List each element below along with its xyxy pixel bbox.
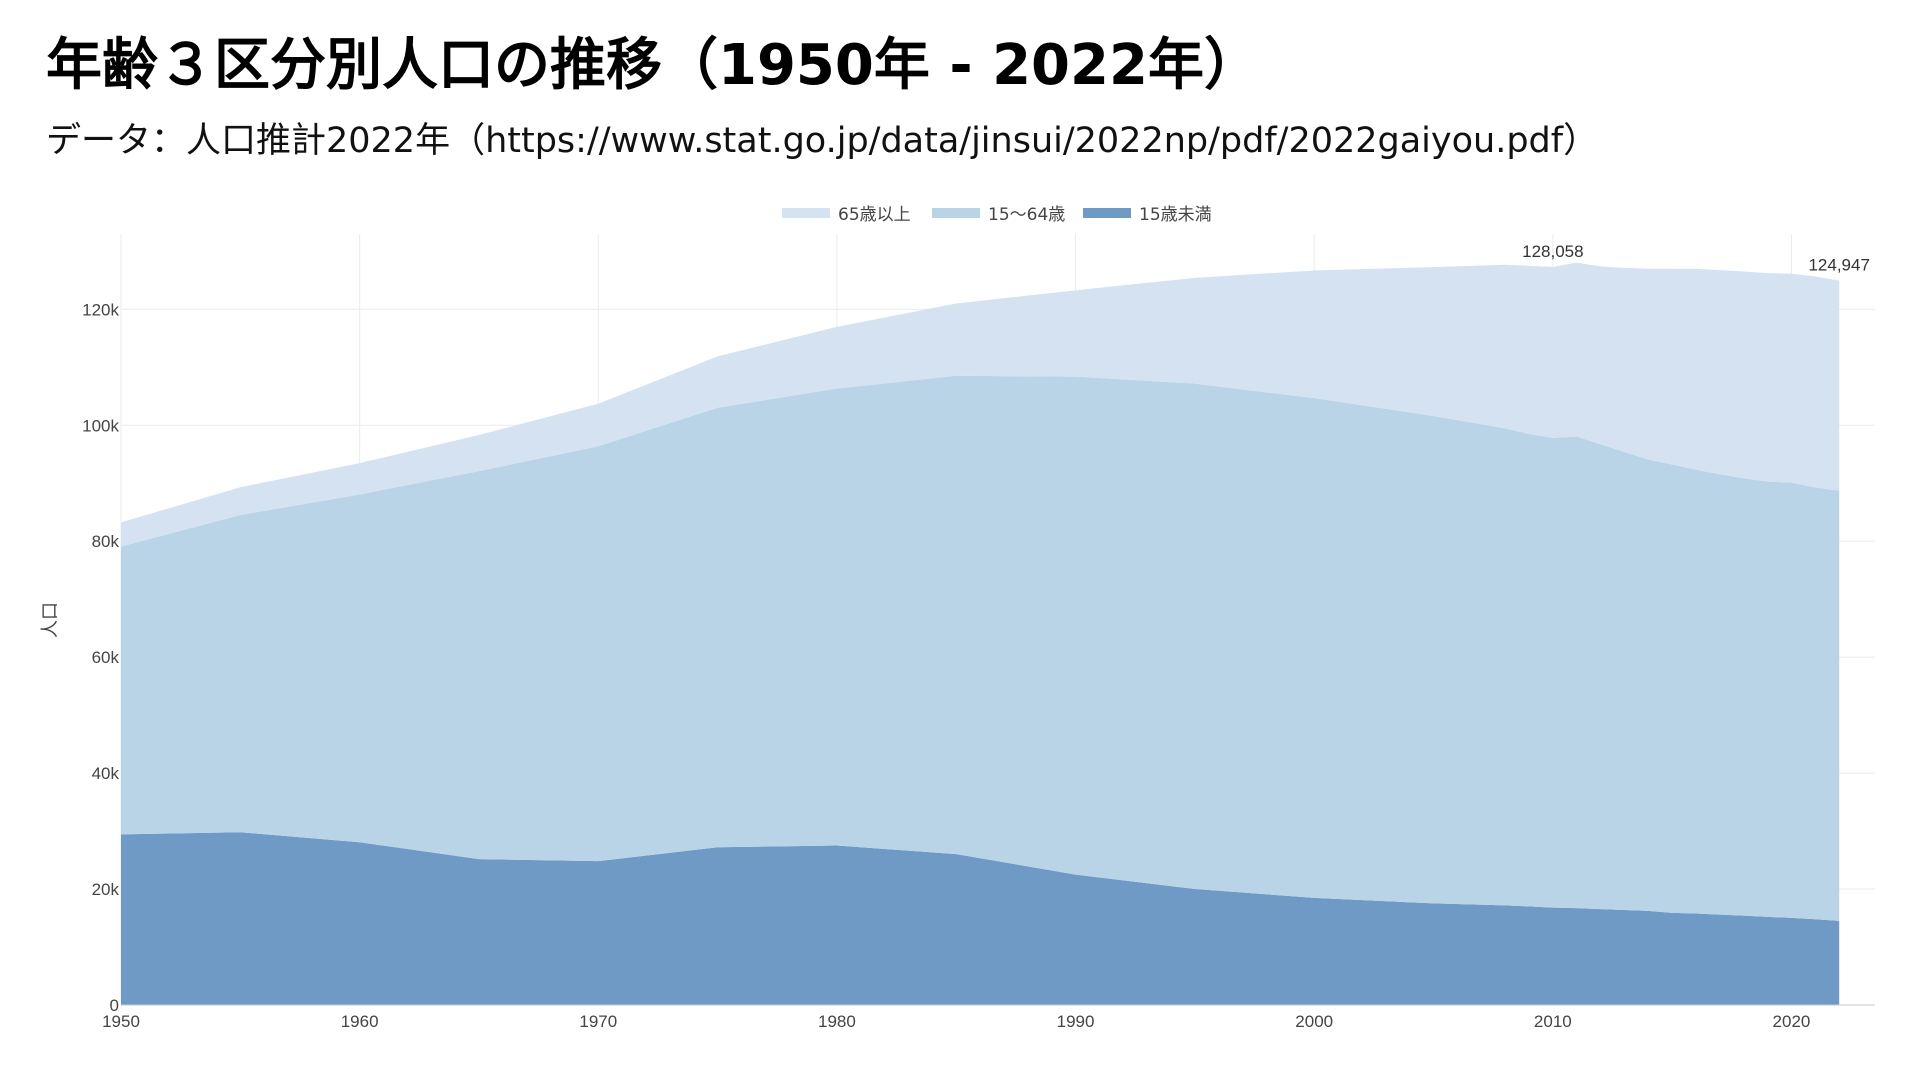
x-tick-label: 2000 <box>1295 1012 1333 1031</box>
x-tick-label: 1980 <box>818 1012 856 1031</box>
page-subtitle: データ：人口推計2022年（https://www.stat.go.jp/dat… <box>46 121 1599 161</box>
y-tick-label: 20k <box>92 880 120 899</box>
area-series-1 <box>121 375 1840 921</box>
x-tick-label: 1960 <box>341 1012 379 1031</box>
x-tick-label: 2020 <box>1773 1012 1811 1031</box>
y-tick-label: 60k <box>92 648 120 667</box>
y-tick-label: 40k <box>92 764 120 783</box>
legend-swatch <box>782 208 830 218</box>
legend-item-label: 15歳未満 <box>1139 205 1212 225</box>
area-series-2 <box>121 262 1840 547</box>
legend-swatch <box>1083 208 1131 218</box>
data-label-annotation: 124,947 <box>1808 256 1869 275</box>
page-title: 年齢３区分別人口の推移（1950年 - 2022年） <box>46 33 1260 98</box>
area-series-0 <box>121 832 1840 1005</box>
legend-item-label: 65歳以上 <box>838 205 911 225</box>
y-tick-label: 0 <box>110 996 119 1015</box>
legend-item-label: 15〜64歳 <box>988 205 1065 225</box>
y-axis-title: 人口 <box>40 602 61 638</box>
legend: 65歳以上 15〜64歳 15歳未満 <box>782 205 1212 225</box>
data-label-annotation: 128,058 <box>1522 242 1583 261</box>
legend-swatch <box>932 208 980 218</box>
x-tick-label: 2010 <box>1534 1012 1572 1031</box>
x-tick-label: 1990 <box>1057 1012 1095 1031</box>
y-tick-label: 100k <box>82 416 119 435</box>
y-tick-label: 120k <box>82 300 119 319</box>
y-tick-label: 80k <box>92 532 120 551</box>
x-tick-label: 1970 <box>579 1012 617 1031</box>
x-tick-label: 1950 <box>102 1012 140 1031</box>
